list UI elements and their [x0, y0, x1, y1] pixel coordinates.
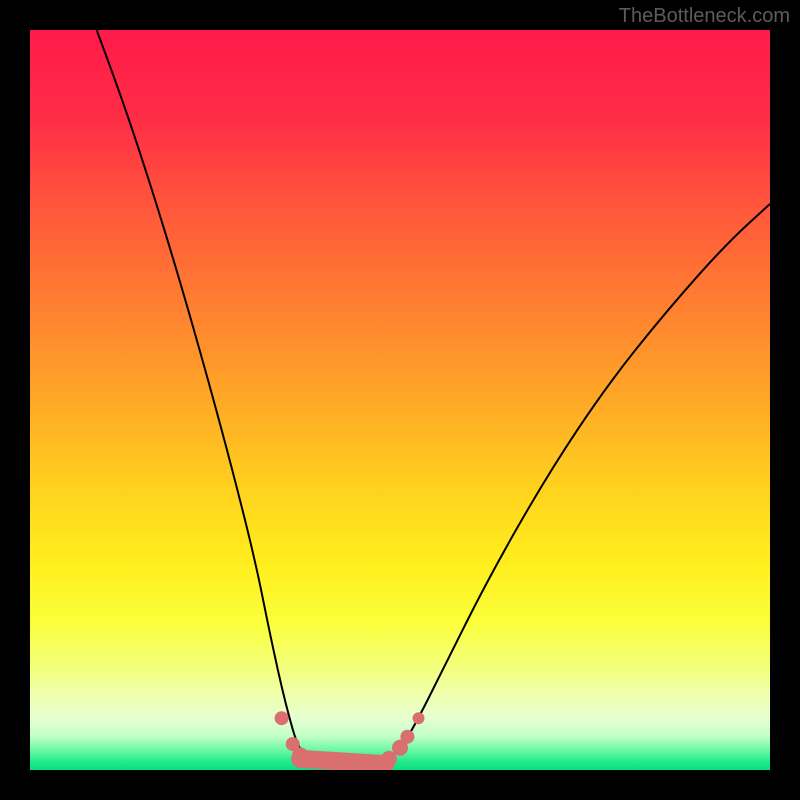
plot-svg: [30, 30, 770, 770]
plot-background: [30, 30, 770, 770]
marker-dot: [275, 711, 289, 725]
marker-dot: [292, 747, 308, 763]
marker-dot: [400, 730, 414, 744]
plot-container: [30, 30, 770, 770]
trough-segment: [300, 759, 385, 764]
watermark-text: TheBottleneck.com: [619, 5, 790, 28]
marker-dot: [413, 712, 425, 724]
